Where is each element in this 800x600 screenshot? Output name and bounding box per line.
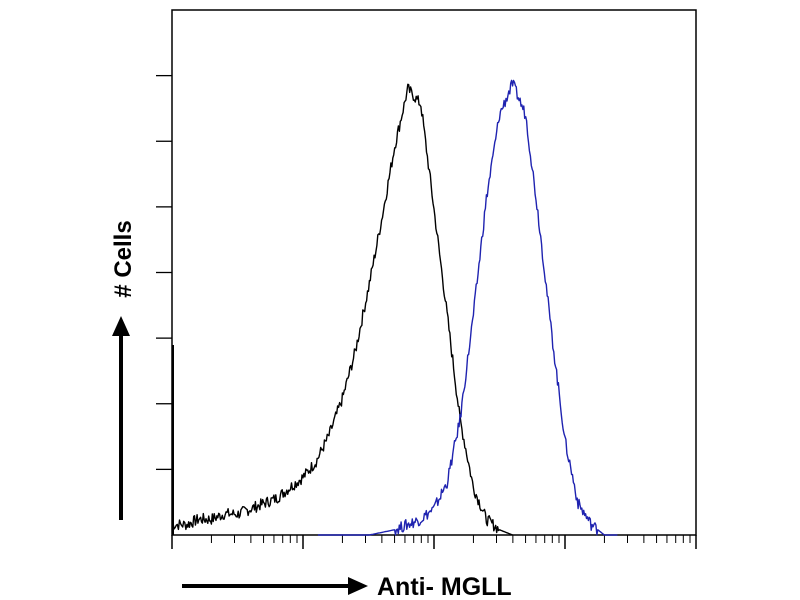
x-axis-label: Anti- MGLL — [377, 573, 512, 600]
y-axis-label: # Cells — [110, 220, 137, 297]
x-axis-ticks — [171, 535, 697, 549]
histogram-line-2 — [317, 79, 618, 536]
y-axis-arrow-head — [112, 316, 130, 336]
histogram-series — [171, 79, 618, 536]
y-axis-ticks — [156, 74, 172, 471]
histogram-line-1 — [171, 83, 513, 536]
x-axis-arrow-head — [348, 577, 368, 595]
plot-frame — [171, 9, 697, 536]
